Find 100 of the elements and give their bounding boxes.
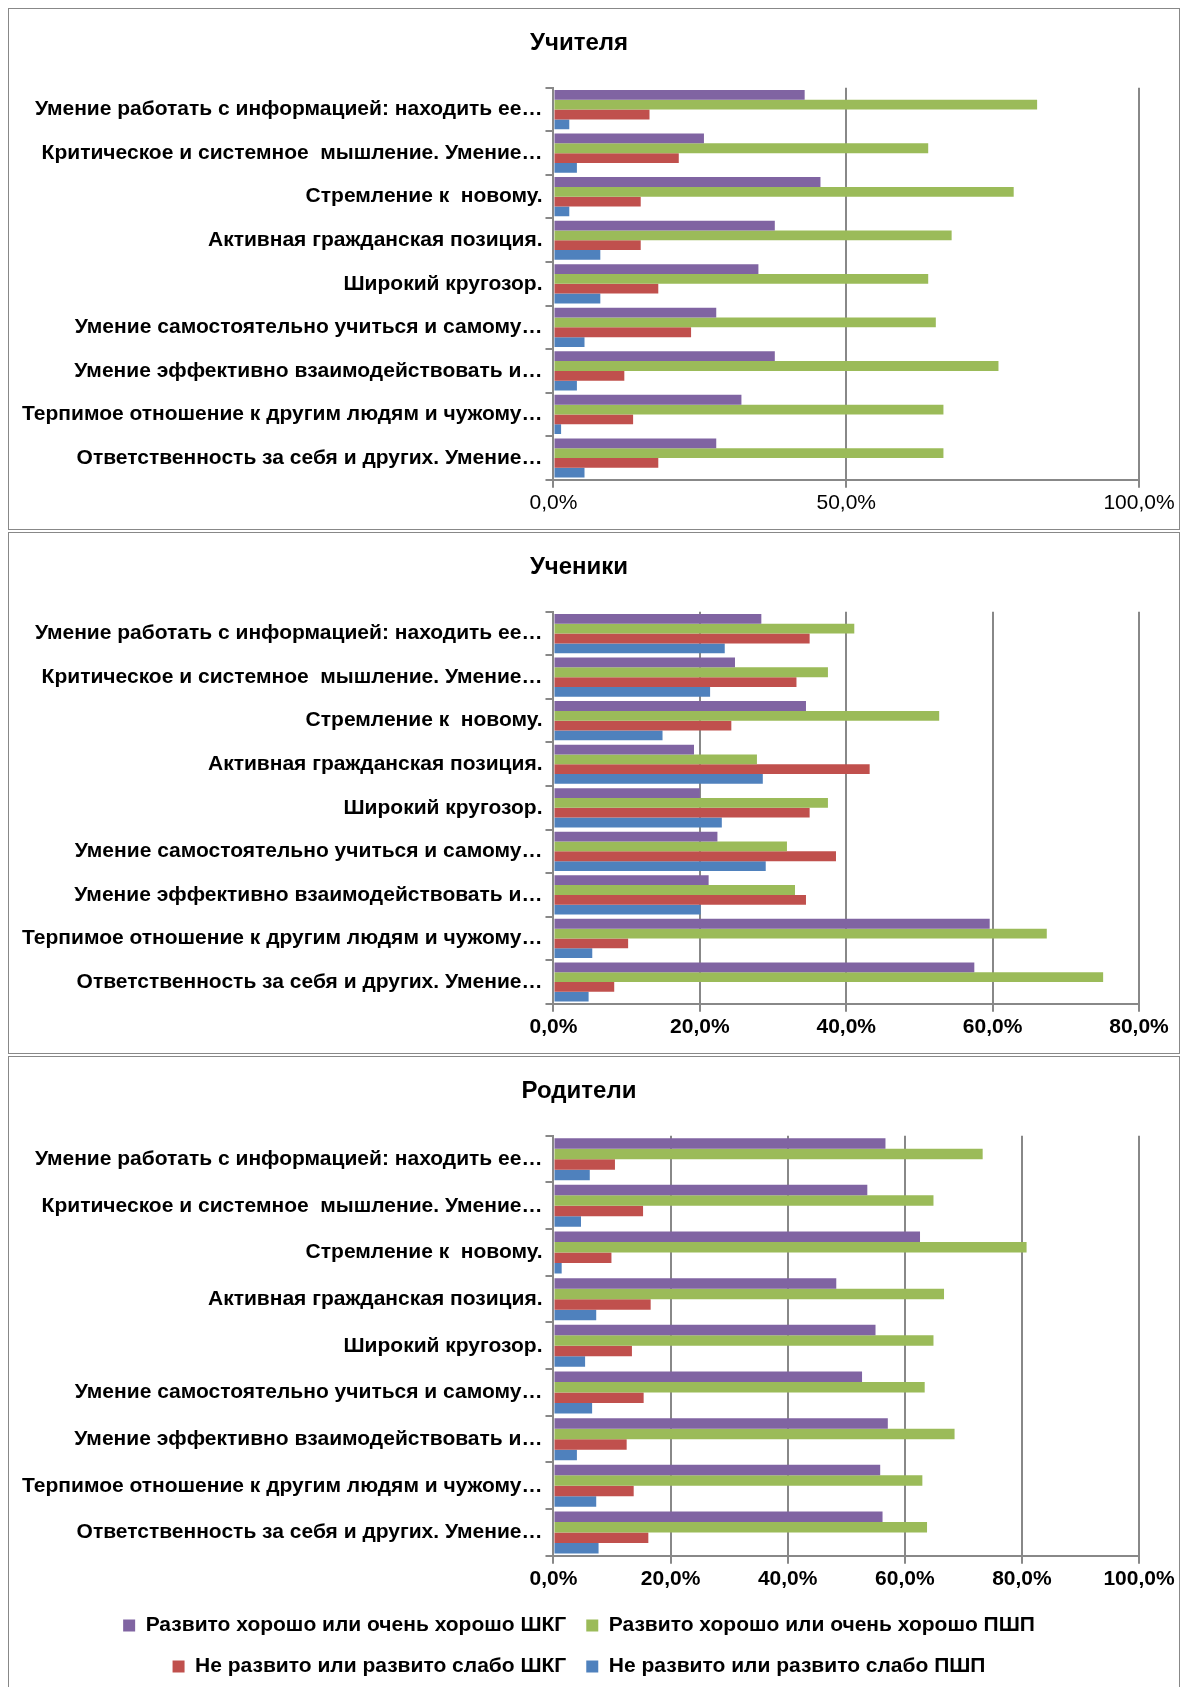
bar bbox=[554, 918, 990, 929]
bar bbox=[554, 1205, 644, 1217]
bar bbox=[554, 317, 936, 328]
y-tick-label: Умение эффективно взаимодействовать и… bbox=[74, 357, 543, 381]
bar bbox=[554, 1138, 886, 1149]
x-tick-label: 0,0% bbox=[529, 1566, 578, 1590]
bar bbox=[554, 1439, 627, 1450]
bar bbox=[554, 754, 757, 765]
y-tick-label: Умение работать с информацией: находить ее… bbox=[34, 1145, 543, 1169]
bar bbox=[554, 404, 944, 415]
bar bbox=[554, 710, 940, 721]
bar bbox=[554, 938, 629, 949]
bar bbox=[554, 283, 659, 294]
y-tick-label: Активная гражданская позиция. bbox=[207, 227, 543, 251]
bar bbox=[554, 206, 570, 217]
bar bbox=[554, 162, 577, 173]
bar bbox=[554, 186, 1014, 197]
y-tick-label: Широкий кругозор. bbox=[343, 1332, 543, 1356]
bar bbox=[554, 370, 625, 381]
y-tick-label: Умение эффективно взаимодействовать и… bbox=[74, 1425, 543, 1449]
bar bbox=[554, 250, 601, 260]
bar bbox=[554, 1496, 597, 1507]
bar bbox=[554, 875, 709, 886]
bar bbox=[554, 1428, 955, 1440]
y-tick-label: Ответственность за себя и других. Умение… bbox=[76, 1519, 543, 1543]
bar bbox=[554, 894, 806, 905]
bar bbox=[554, 1449, 577, 1461]
bar bbox=[554, 196, 641, 207]
x-tick-label: 100,0% bbox=[1103, 1566, 1175, 1590]
bar bbox=[554, 1542, 599, 1554]
x-tick-label: 0,0% bbox=[529, 490, 578, 514]
y-tick-label: Стремление к новому. bbox=[305, 183, 543, 207]
bar bbox=[554, 380, 577, 391]
bar bbox=[554, 1184, 868, 1196]
bar bbox=[554, 1511, 883, 1522]
y-tick-label: Стремление к новому. bbox=[305, 707, 543, 731]
bar bbox=[554, 1485, 634, 1497]
bar bbox=[554, 109, 650, 120]
bar bbox=[554, 643, 725, 654]
y-tick-label: Ответственность за себя и других. Умение… bbox=[76, 968, 543, 992]
bar bbox=[554, 307, 717, 318]
x-tick-label: 100,0% bbox=[1103, 490, 1175, 514]
bar bbox=[554, 1418, 888, 1429]
bar bbox=[554, 438, 717, 449]
bar bbox=[554, 1262, 562, 1274]
bar bbox=[554, 99, 1038, 110]
y-tick-label: Терпимое отношение к другим людям и чужому… bbox=[21, 401, 543, 425]
bar bbox=[554, 904, 701, 915]
bar bbox=[554, 143, 929, 154]
chart-title: Учителя bbox=[530, 28, 628, 56]
bar bbox=[554, 817, 722, 828]
x-tick-label: 40,0% bbox=[816, 1014, 877, 1038]
y-tick-label: Терпимое отношение к другим людям и чужому… bbox=[21, 925, 543, 949]
bar bbox=[554, 1231, 921, 1242]
bar bbox=[554, 657, 735, 668]
bar bbox=[554, 667, 828, 678]
bar bbox=[554, 788, 700, 798]
bar bbox=[554, 119, 570, 130]
bar bbox=[554, 327, 692, 338]
bar bbox=[554, 230, 952, 241]
y-tick-label: Умение эффективно взаимодействовать и… bbox=[74, 881, 543, 905]
bar bbox=[554, 972, 1104, 983]
y-tick-label: Активная гражданская позиция. bbox=[207, 1285, 543, 1309]
bar bbox=[554, 337, 585, 347]
bar bbox=[554, 458, 659, 468]
bar bbox=[554, 948, 593, 959]
bar bbox=[554, 133, 704, 144]
bar bbox=[554, 764, 870, 775]
bar bbox=[554, 448, 944, 459]
legend-label: Развито хорошо или очень хорошо ПШП bbox=[608, 1612, 1035, 1636]
x-tick-label: 80,0% bbox=[992, 1566, 1052, 1590]
bar bbox=[554, 1216, 581, 1227]
bar bbox=[554, 1345, 632, 1357]
x-tick-label: 20,0% bbox=[640, 1566, 701, 1590]
bar bbox=[554, 861, 766, 871]
x-tick-label: 60,0% bbox=[962, 1014, 1023, 1038]
bar bbox=[554, 414, 634, 425]
bar bbox=[554, 1252, 612, 1263]
bar bbox=[554, 1159, 615, 1170]
bar bbox=[554, 831, 718, 842]
bar bbox=[554, 841, 787, 852]
bar bbox=[554, 613, 762, 624]
bar bbox=[554, 424, 562, 435]
bar bbox=[554, 394, 742, 405]
bar bbox=[554, 1299, 651, 1310]
bar bbox=[554, 1381, 925, 1393]
bar bbox=[554, 677, 797, 687]
bar bbox=[554, 240, 641, 251]
bar bbox=[554, 744, 694, 755]
bar bbox=[554, 686, 711, 697]
bar bbox=[554, 274, 929, 284]
x-tick-label: 50,0% bbox=[816, 490, 877, 514]
bar bbox=[554, 361, 999, 371]
y-tick-label: Умение работать с информацией: находить ее… bbox=[34, 96, 543, 120]
bar bbox=[554, 962, 975, 973]
bar bbox=[554, 885, 796, 895]
bar bbox=[554, 1402, 593, 1414]
bar bbox=[554, 1464, 881, 1476]
bar bbox=[554, 293, 601, 304]
chart-title: Родители bbox=[521, 1076, 637, 1104]
